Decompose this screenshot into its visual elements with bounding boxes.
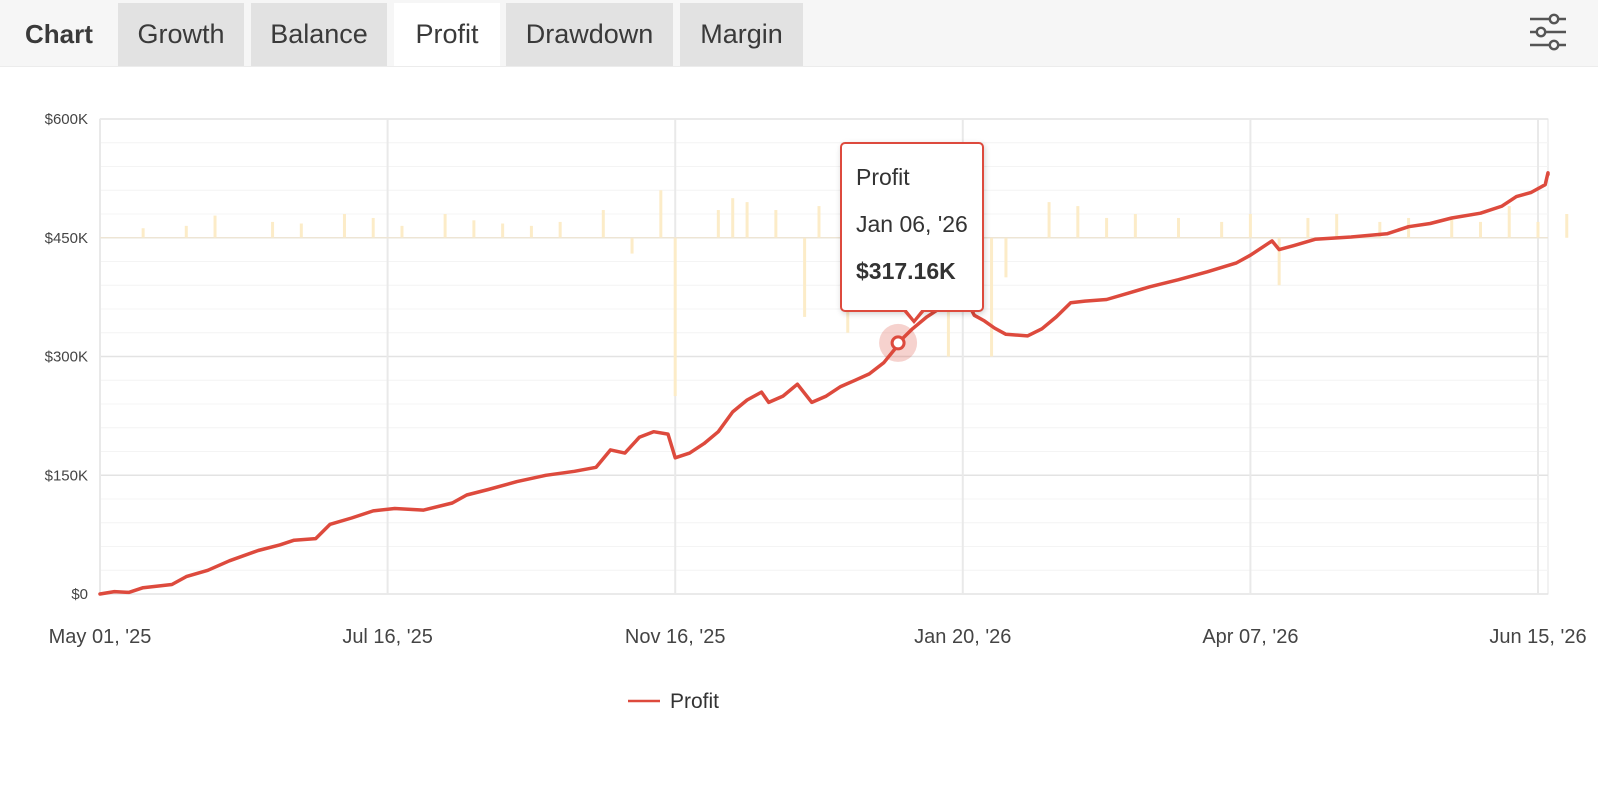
y-tick-label: $600K — [45, 111, 88, 128]
daily-bar — [1220, 221, 1224, 238]
daily-bar — [1248, 214, 1252, 238]
daily-bar — [1076, 206, 1080, 238]
profit-chart: $0 $150K $300K $450K $600K May 01, '25 Jul 16,… — [0, 66, 1598, 786]
profit-series-line — [98, 171, 1550, 596]
daily-bar — [501, 223, 505, 238]
y-tick-label: $150K — [45, 467, 88, 484]
x-tick-label: Jul 16, '25 — [342, 626, 433, 648]
sliders-icon — [1530, 13, 1566, 51]
tab-drawdown[interactable]: Drawdown — [506, 3, 673, 66]
daily-bar — [1450, 217, 1454, 238]
daily-bar — [1277, 237, 1281, 286]
tab-bar: Chart Growth Balance Profit Drawdown Mar… — [0, 0, 1598, 67]
chart-title: Chart — [25, 19, 93, 49]
hover-point — [890, 335, 906, 351]
daily-bar — [472, 220, 476, 238]
daily-bar — [803, 237, 807, 317]
daily-bar — [673, 237, 677, 397]
tooltip-date: Jan 06, '26 — [856, 211, 968, 237]
daily-bar — [716, 210, 720, 238]
tab-margin[interactable]: Margin — [680, 3, 803, 66]
daily-bar — [558, 221, 562, 238]
daily-bar — [990, 237, 994, 357]
daily-bar — [141, 228, 145, 238]
daily-bar — [1478, 221, 1482, 238]
x-tick-label: May 01, '25 — [49, 626, 152, 648]
x-tick-label: Nov 16, '25 — [625, 626, 726, 648]
daily-bar — [630, 237, 634, 254]
daily-bar — [1133, 214, 1137, 238]
daily-bar — [1378, 221, 1382, 238]
y-tick-label: $0 — [71, 586, 88, 603]
y-tick-label: $450K — [45, 230, 88, 247]
daily-bar — [371, 217, 375, 238]
daily-bar — [400, 225, 404, 238]
daily-bar — [1306, 217, 1310, 238]
legend-label: Profit — [670, 690, 719, 713]
tooltip-pointer-fill — [906, 309, 922, 319]
daily-bar — [659, 190, 663, 238]
tooltip-series: Profit — [856, 164, 910, 190]
daily-bar — [1507, 206, 1511, 238]
x-tick-label: Jun 15, '26 — [1489, 626, 1586, 648]
daily-bar — [213, 215, 217, 238]
daily-bar — [342, 214, 346, 238]
chart-tooltip: Profit Jan 06, '26 $317.16K — [840, 142, 984, 312]
daily-bar — [1047, 202, 1051, 238]
daily-bar — [601, 210, 605, 238]
daily-bar — [184, 225, 188, 238]
daily-bar — [1335, 214, 1339, 238]
daily-bar — [1177, 217, 1180, 238]
tab-profit[interactable]: Profit — [394, 3, 500, 66]
daily-bar — [774, 210, 778, 238]
tab-balance[interactable]: Balance — [251, 3, 387, 66]
daily-bar — [299, 223, 303, 238]
daily-bar — [271, 221, 275, 238]
x-tick-label: Jan 20, '26 — [914, 626, 1011, 648]
daily-bar — [1105, 217, 1109, 238]
daily-bar — [443, 214, 447, 238]
tab-growth[interactable]: Growth — [118, 3, 244, 66]
chart-svg: $0 $150K $300K $450K $600K May 01, '25 Jul 16,… — [45, 111, 1587, 713]
daily-bar — [817, 206, 821, 238]
tooltip-value: $317.16K — [856, 258, 956, 284]
daily-bar — [1004, 237, 1008, 278]
chart-settings-button[interactable] — [1528, 13, 1568, 51]
daily-bar — [529, 225, 533, 238]
daily-bar — [745, 202, 749, 238]
daily-bar — [1565, 214, 1569, 238]
y-tick-label: $300K — [45, 349, 88, 366]
daily-bar — [731, 198, 735, 238]
x-tick-label: Apr 07, '26 — [1202, 626, 1298, 648]
daily-bar — [1536, 221, 1540, 238]
